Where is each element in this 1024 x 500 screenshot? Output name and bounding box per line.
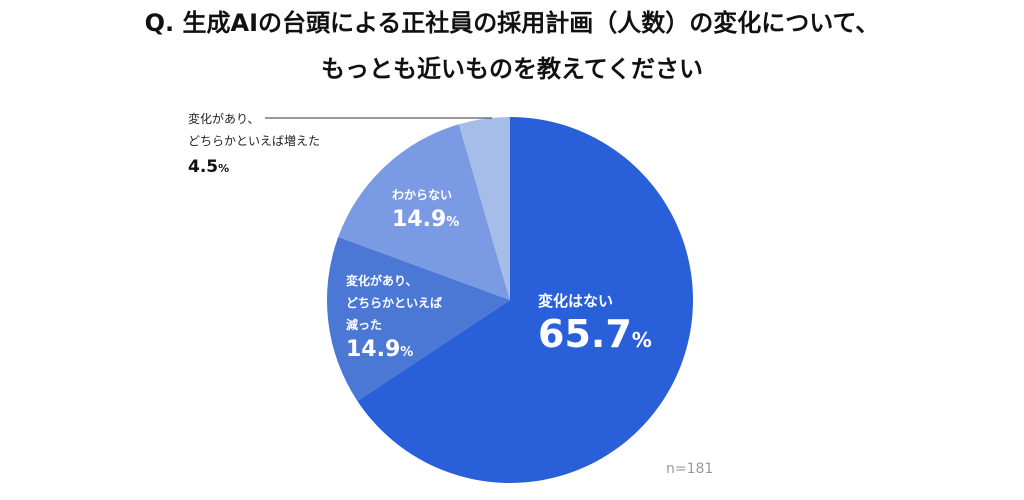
chart-title-line1: Q. 生成AIの台頭による正社員の採用計画（人数）の変化について、 [144,9,880,37]
sample-size-note: n=181 [666,461,714,477]
slice-no-change [357,117,693,484]
label-unknown-value: 14.9% [392,207,460,232]
label-unknown: わからない 14.9% [392,184,459,237]
label-increase: 変化があり、 どちらかといえば増えた 4.5% [188,108,320,184]
label-increase-line1: 変化があり、 [188,112,260,126]
label-increase-line2: どちらかといえば増えた [188,134,321,148]
label-no-change: 変化はない 65.7% [538,290,652,362]
slice-decrease [326,236,510,401]
label-decrease-line1: 変化があり、 [346,274,418,288]
label-increase-value: 4.5% [188,157,230,177]
label-unknown-name: わからない [392,188,453,202]
chart-title-line2: もっとも近いものを教えてください [320,55,704,83]
label-no-change-value: 65.7% [538,312,652,356]
label-decrease-line2: どちらかといえば [346,296,443,310]
slice-unknown [338,124,510,300]
label-decrease: 変化があり、 どちらかといえば 減った 14.9% [346,270,442,367]
label-no-change-name: 変化はない [538,292,614,310]
label-decrease-line3: 減った [346,318,383,332]
slice-increase [458,117,510,300]
label-decrease-value: 14.9% [346,337,414,362]
